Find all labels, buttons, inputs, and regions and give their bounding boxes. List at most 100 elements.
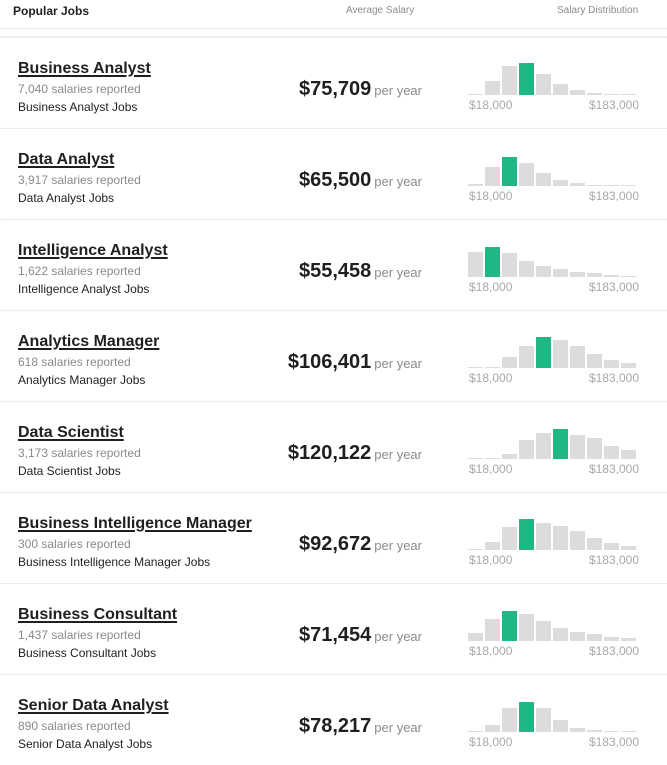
histogram-bar xyxy=(536,74,551,95)
histogram-bar xyxy=(485,367,500,368)
histogram-bar xyxy=(604,637,619,641)
salary-unit: per year xyxy=(374,629,422,644)
job-title-link[interactable]: Senior Data Analyst xyxy=(18,697,169,714)
histogram-bar xyxy=(604,446,619,459)
histogram-bar xyxy=(536,708,551,732)
job-title-link[interactable]: Business Intelligence Manager xyxy=(18,515,252,532)
average-salary: $78,217 per year xyxy=(299,715,422,738)
histogram-min-label: $18,000 xyxy=(469,735,513,749)
histogram-max-label: $183,000 xyxy=(588,280,639,294)
histogram-bar xyxy=(468,549,483,550)
histogram-max-label: $183,000 xyxy=(588,553,639,567)
job-listings-link[interactable]: Analytics Manager Jobs xyxy=(18,373,146,387)
average-salary: $65,500 per year xyxy=(299,169,422,192)
salaries-reported-count: 7,040 salaries reported xyxy=(18,82,141,96)
histogram-bar xyxy=(502,527,517,550)
histogram-bar xyxy=(570,435,585,459)
average-salary: $75,709 per year xyxy=(299,78,422,101)
histogram-bar xyxy=(604,731,619,732)
job-title-link[interactable]: Business Consultant xyxy=(18,606,178,623)
salary-unit: per year xyxy=(374,538,422,553)
salary-amount: $71,454 xyxy=(299,624,372,646)
average-salary: $71,454 per year xyxy=(299,624,422,647)
histogram-bar xyxy=(502,708,517,732)
histogram-max-label: $183,000 xyxy=(588,462,639,476)
histogram-bar xyxy=(468,94,483,95)
histogram-min-label: $18,000 xyxy=(469,644,513,658)
histogram-bar xyxy=(485,458,500,459)
histogram-bar xyxy=(553,84,568,95)
salary-histogram xyxy=(468,240,640,277)
job-title-link[interactable]: Analytics Manager xyxy=(18,333,160,350)
histogram-bar xyxy=(536,621,551,641)
job-listings-link[interactable]: Business Consultant Jobs xyxy=(18,646,157,660)
salaries-reported-count: 3,173 salaries reported xyxy=(18,446,141,460)
histogram-bar xyxy=(553,628,568,641)
histogram-bar xyxy=(468,633,483,641)
histogram-bar xyxy=(485,619,500,641)
salary-amount: $65,500 xyxy=(299,169,372,191)
job-listings-link[interactable]: Intelligence Analyst Jobs xyxy=(18,282,150,296)
salary-amount: $120,122 xyxy=(287,442,372,464)
histogram-bar xyxy=(553,340,568,368)
salary-amount: $78,217 xyxy=(299,715,372,737)
histogram-bar xyxy=(621,276,636,277)
histogram-bar xyxy=(519,163,534,186)
histogram-bar xyxy=(485,542,500,550)
job-listings-link[interactable]: Business Intelligence Manager Jobs xyxy=(18,555,211,569)
job-title-link[interactable]: Business Analyst xyxy=(18,60,151,77)
histogram-bar-average xyxy=(485,247,500,277)
histogram-bar xyxy=(604,185,619,186)
histogram-bar xyxy=(604,275,619,277)
job-title-link[interactable]: Data Scientist xyxy=(18,424,124,441)
list-title: Popular Jobs xyxy=(13,4,90,18)
histogram-bar xyxy=(468,458,483,459)
histogram-bar xyxy=(604,543,619,550)
histogram-max-label: $183,000 xyxy=(588,371,639,385)
histogram-bar xyxy=(570,90,585,95)
histogram-bar xyxy=(570,183,585,186)
histogram-bar-average xyxy=(519,702,534,732)
histogram-bar-average xyxy=(553,429,568,459)
salary-unit: per year xyxy=(374,174,422,189)
histogram-bar xyxy=(468,731,483,732)
average-salary-column-label: Average Salary xyxy=(346,5,415,16)
salary-histogram xyxy=(468,604,640,641)
histogram-bar xyxy=(502,253,517,277)
salaries-reported-count: 300 salaries reported xyxy=(18,537,131,551)
histogram-bar xyxy=(570,346,585,368)
job-listings-link[interactable]: Data Analyst Jobs xyxy=(18,191,115,205)
histogram-min-label: $18,000 xyxy=(469,462,513,476)
histogram-bar xyxy=(587,730,602,732)
histogram-bar xyxy=(621,450,636,459)
histogram-bar xyxy=(570,272,585,277)
job-listings-link[interactable]: Business Analyst Jobs xyxy=(18,100,138,114)
histogram-bar xyxy=(553,180,568,186)
job-title-link[interactable]: Intelligence Analyst xyxy=(18,242,168,259)
average-salary: $120,122 per year xyxy=(288,442,422,465)
job-row: Business Analyst 7,040 salaries reported… xyxy=(0,36,667,128)
salaries-reported-count: 890 salaries reported xyxy=(18,719,131,733)
salary-unit: per year xyxy=(374,356,422,371)
histogram-bar xyxy=(468,367,483,368)
salary-amount: $55,458 xyxy=(299,260,372,282)
histogram-bar xyxy=(485,81,500,95)
histogram-bar xyxy=(536,173,551,186)
histogram-bar xyxy=(536,266,551,277)
average-salary: $55,458 per year xyxy=(299,260,422,283)
histogram-bar xyxy=(485,725,500,732)
histogram-bar xyxy=(502,454,517,459)
salaries-reported-count: 1,437 salaries reported xyxy=(18,628,141,642)
histogram-bar xyxy=(502,357,517,368)
job-listings-link[interactable]: Senior Data Analyst Jobs xyxy=(18,737,153,751)
histogram-bar-average xyxy=(502,611,517,641)
histogram-bar xyxy=(604,94,619,95)
job-title-link[interactable]: Data Analyst xyxy=(18,151,115,168)
histogram-bar xyxy=(587,354,602,368)
histogram-bar xyxy=(587,634,602,641)
job-row: Intelligence Analyst 1,622 salaries repo… xyxy=(0,219,667,310)
salary-histogram xyxy=(468,331,640,368)
salary-unit: per year xyxy=(374,83,422,98)
histogram-max-label: $183,000 xyxy=(588,735,639,749)
job-listings-link[interactable]: Data Scientist Jobs xyxy=(18,464,121,478)
